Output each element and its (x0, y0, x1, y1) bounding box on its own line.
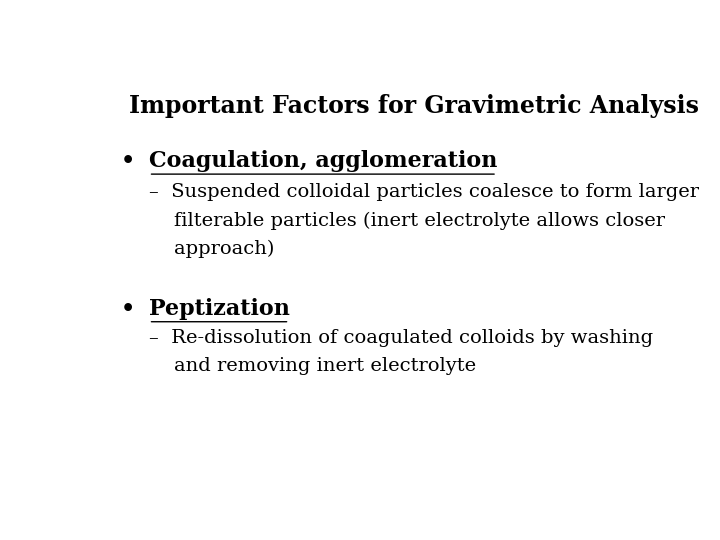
Text: and removing inert electrolyte: and removing inert electrolyte (148, 357, 476, 375)
Text: –  Re-dissolution of coagulated colloids by washing: – Re-dissolution of coagulated colloids … (148, 329, 653, 347)
Text: –  Suspended colloidal particles coalesce to form larger: – Suspended colloidal particles coalesce… (148, 183, 698, 201)
Text: approach): approach) (148, 240, 274, 258)
Text: Peptization: Peptization (148, 298, 289, 320)
Text: filterable particles (inert electrolyte allows closer: filterable particles (inert electrolyte … (148, 212, 665, 230)
Text: Coagulation, agglomeration: Coagulation, agglomeration (148, 150, 497, 172)
Text: Important Factors for Gravimetric Analysis: Important Factors for Gravimetric Analys… (129, 94, 699, 118)
Text: •: • (121, 298, 135, 320)
Text: •: • (121, 150, 135, 172)
